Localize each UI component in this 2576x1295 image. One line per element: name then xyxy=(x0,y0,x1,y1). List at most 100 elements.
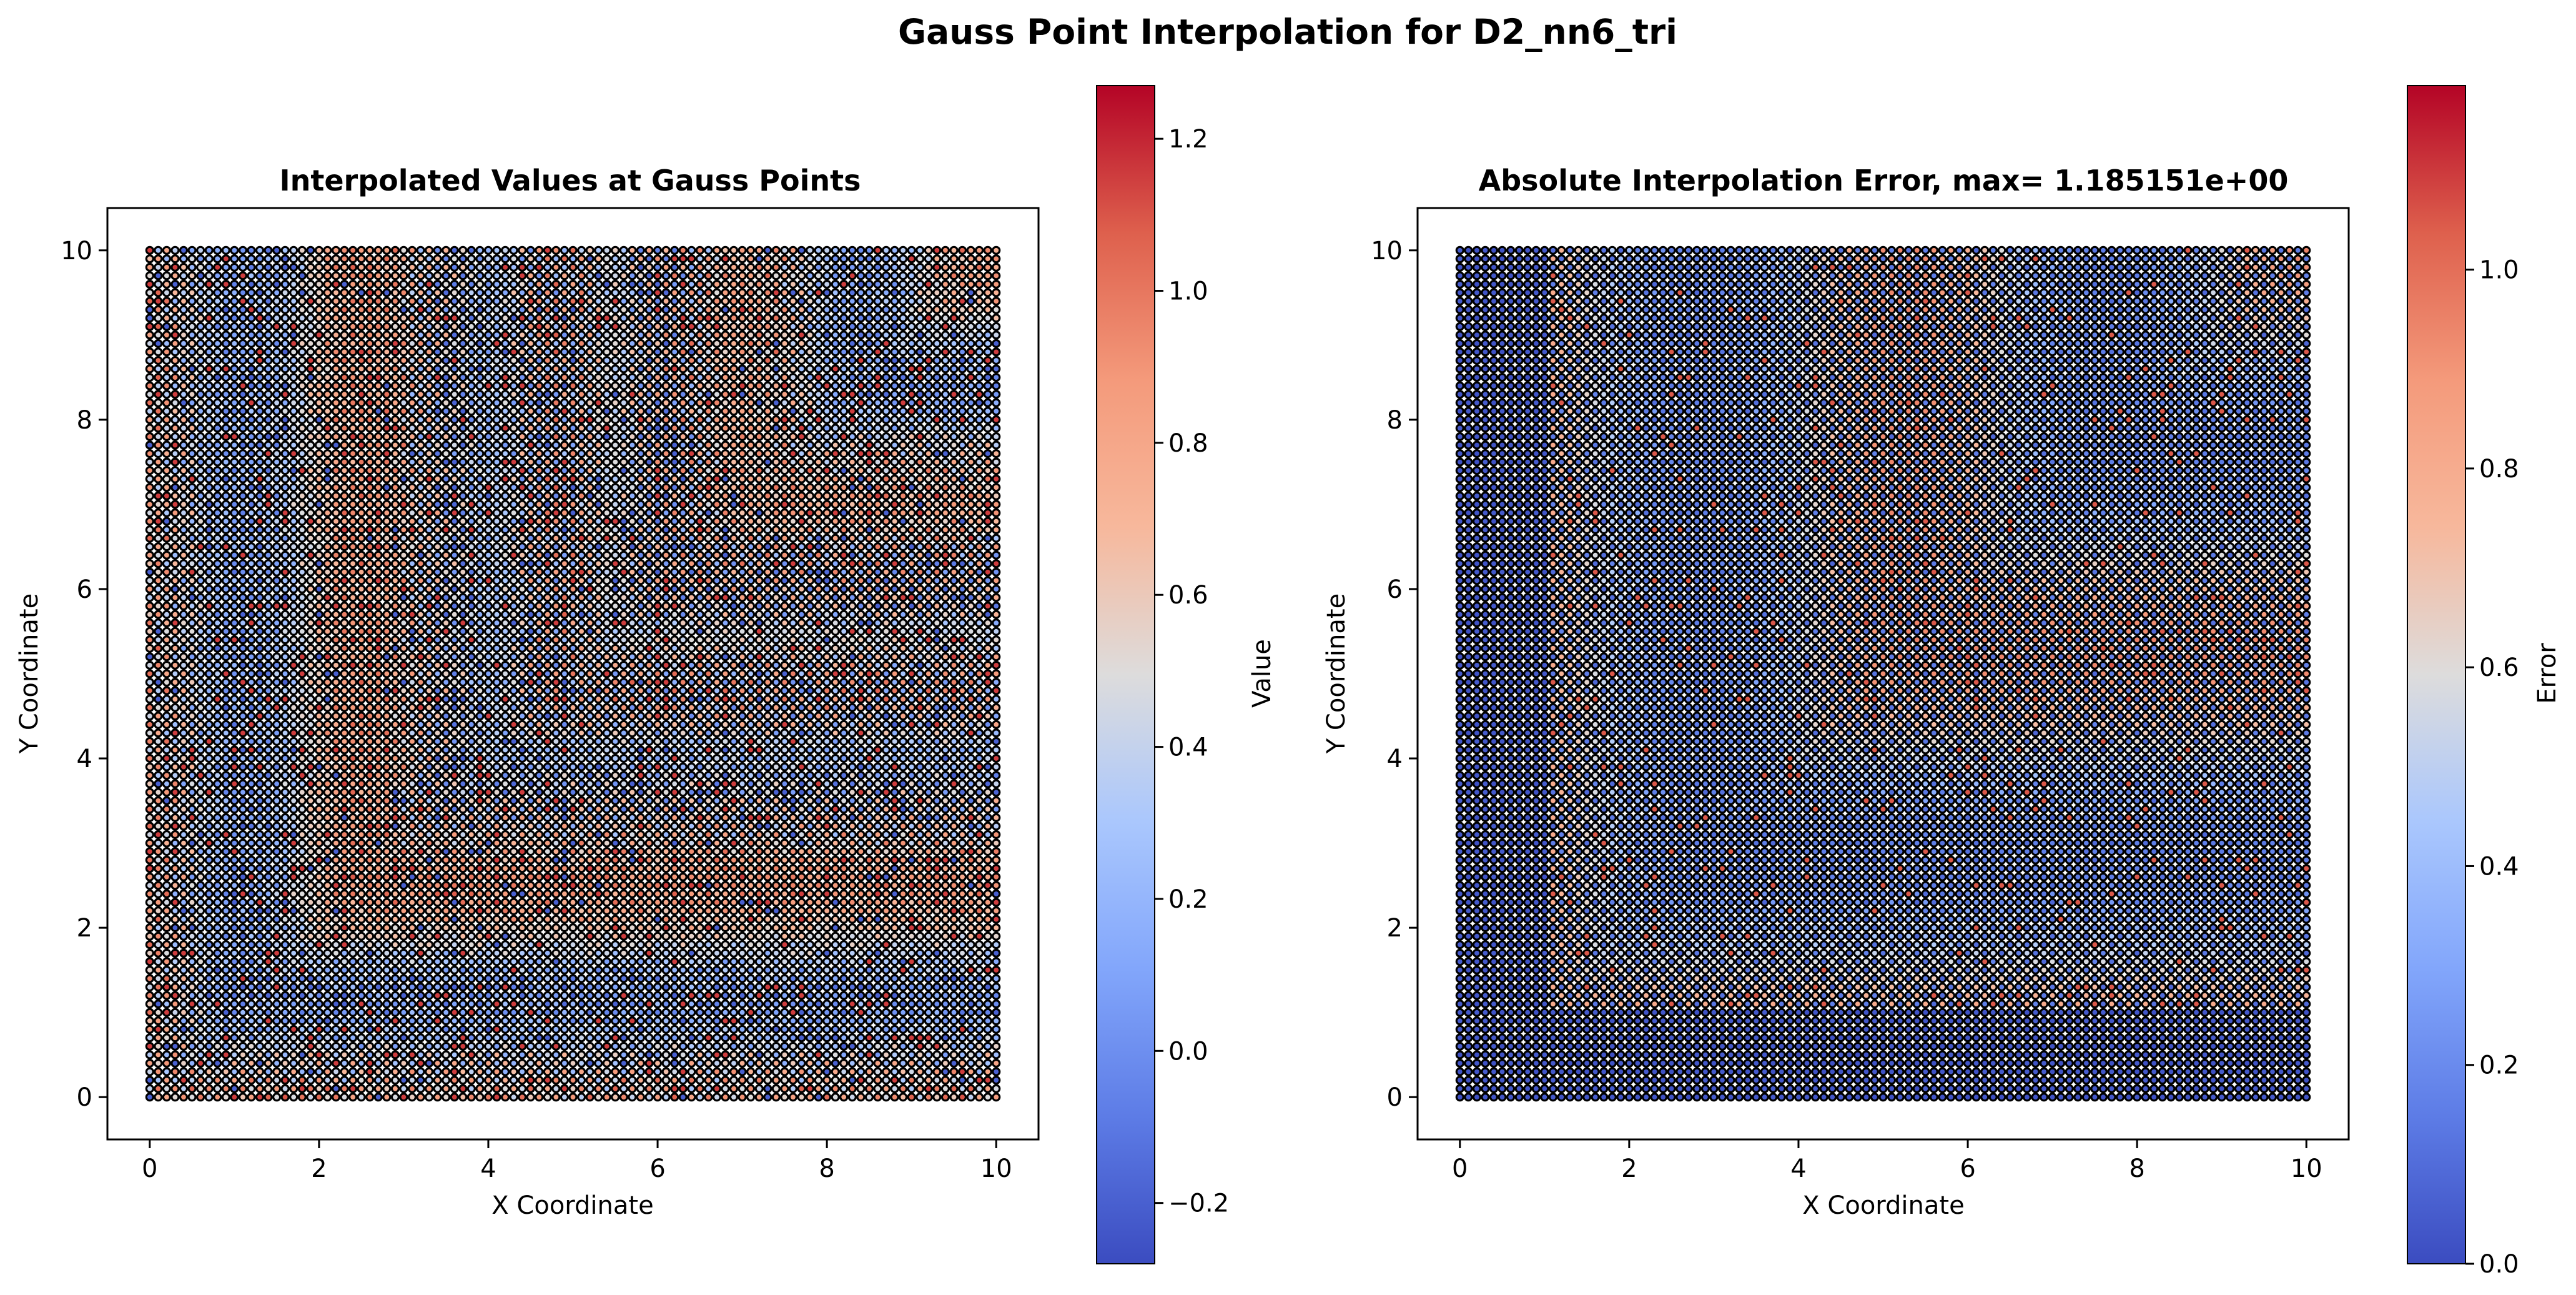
gauss-point xyxy=(450,898,459,907)
gauss-point xyxy=(712,906,722,916)
gauss-point xyxy=(585,931,595,941)
gauss-point xyxy=(213,1084,222,1093)
gauss-point xyxy=(661,788,671,797)
gauss-point xyxy=(983,712,992,721)
gauss-point xyxy=(373,864,383,873)
gauss-point xyxy=(407,1016,417,1026)
gauss-point xyxy=(754,846,764,856)
gauss-point xyxy=(771,999,781,1009)
gauss-point xyxy=(661,999,671,1009)
gauss-point xyxy=(442,999,451,1009)
gauss-point xyxy=(915,906,925,916)
gauss-point xyxy=(814,779,823,788)
gauss-point xyxy=(348,1008,358,1017)
gauss-point xyxy=(619,695,628,704)
gauss-point xyxy=(974,991,984,1000)
gauss-point xyxy=(940,712,950,721)
gauss-point xyxy=(272,779,282,788)
gauss-point xyxy=(611,753,620,763)
gauss-point xyxy=(864,720,874,729)
gauss-point xyxy=(873,1025,882,1034)
gauss-point xyxy=(687,712,696,721)
gauss-point xyxy=(839,991,849,1000)
gauss-point xyxy=(340,948,349,958)
gauss-point xyxy=(983,872,992,881)
gauss-point xyxy=(272,745,282,755)
gauss-point xyxy=(687,703,696,712)
gauss-point xyxy=(154,1067,163,1076)
gauss-point xyxy=(746,1075,756,1085)
gauss-point xyxy=(365,1033,375,1043)
gauss-point xyxy=(442,703,451,712)
gauss-point xyxy=(746,1093,756,1102)
gauss-point xyxy=(323,855,332,865)
gauss-point xyxy=(611,864,620,873)
gauss-point xyxy=(162,737,171,747)
gauss-point xyxy=(331,906,341,916)
gauss-point xyxy=(382,720,392,729)
gauss-point xyxy=(264,923,273,933)
gauss-point xyxy=(797,881,806,890)
gauss-point xyxy=(814,753,823,763)
gauss-point xyxy=(771,931,781,941)
gauss-point xyxy=(475,821,485,831)
gauss-point xyxy=(619,720,628,729)
gauss-point xyxy=(264,906,273,916)
gauss-point xyxy=(847,898,857,907)
gauss-point xyxy=(805,779,815,788)
gauss-point xyxy=(560,948,570,958)
gauss-point xyxy=(221,846,230,856)
gauss-point xyxy=(154,737,163,747)
gauss-point xyxy=(170,846,180,856)
gauss-point xyxy=(213,712,222,721)
gauss-point xyxy=(170,703,180,712)
gauss-point xyxy=(721,1093,730,1102)
gauss-point xyxy=(280,1033,290,1043)
gauss-point xyxy=(145,999,154,1009)
gauss-point xyxy=(839,703,849,712)
gauss-point xyxy=(746,745,756,755)
gauss-point xyxy=(221,855,230,865)
gauss-point xyxy=(407,1008,417,1017)
figure-title: Gauss Point Interpolation for D2_nn6_tri xyxy=(898,12,1677,52)
gauss-point xyxy=(738,1041,747,1051)
gauss-point xyxy=(932,737,942,747)
gauss-point xyxy=(661,940,671,950)
gauss-point xyxy=(576,1033,586,1043)
gauss-point xyxy=(661,686,671,695)
gauss-point xyxy=(162,1058,171,1068)
gauss-point xyxy=(754,948,764,958)
gauss-point xyxy=(839,762,849,772)
gauss-point xyxy=(873,1093,882,1102)
gauss-point xyxy=(881,805,891,814)
gauss-point xyxy=(992,838,1001,848)
gauss-point xyxy=(992,1075,1001,1085)
gauss-point xyxy=(576,957,586,966)
gauss-point xyxy=(450,737,459,747)
gauss-point xyxy=(399,1016,408,1026)
gauss-point xyxy=(424,948,434,958)
gauss-point xyxy=(526,999,535,1009)
gauss-point xyxy=(442,796,451,805)
gauss-point xyxy=(526,931,535,941)
gauss-point xyxy=(560,923,570,933)
gauss-point xyxy=(170,728,180,738)
gauss-point xyxy=(433,1093,442,1102)
gauss-point xyxy=(323,991,332,1000)
gauss-point xyxy=(348,779,358,788)
gauss-point xyxy=(255,999,265,1009)
gauss-point xyxy=(314,753,323,763)
gauss-point xyxy=(949,974,959,983)
gauss-point xyxy=(424,720,434,729)
gauss-point xyxy=(915,1033,925,1043)
gauss-point xyxy=(424,1067,434,1076)
gauss-point xyxy=(704,906,713,916)
gauss-point xyxy=(712,1084,722,1093)
gauss-point xyxy=(238,762,247,772)
gauss-point xyxy=(357,965,366,975)
gauss-point xyxy=(746,737,756,747)
gauss-point xyxy=(915,1025,925,1034)
gauss-point xyxy=(306,821,315,831)
gauss-point xyxy=(204,855,214,865)
gauss-point xyxy=(873,898,882,907)
